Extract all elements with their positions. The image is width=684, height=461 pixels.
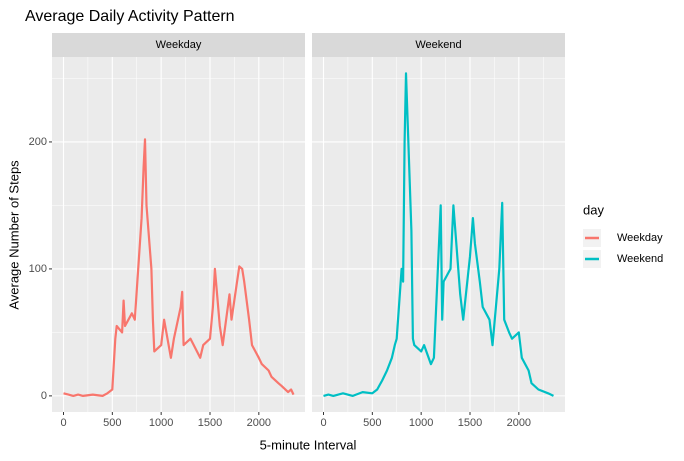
y-tick-label: 0 [41, 390, 47, 402]
x-tick-label: 1500 [198, 417, 222, 429]
data-line [63, 138, 295, 397]
x-tick-label: 500 [103, 417, 121, 429]
x-tick-label: 2000 [507, 417, 531, 429]
panel-background [52, 57, 305, 412]
strip-label: Weekend [415, 39, 461, 51]
strip [52, 33, 305, 57]
data-line [323, 72, 554, 397]
legend-label: Weekend [617, 253, 663, 265]
legend-title: day [583, 202, 604, 217]
y-tick-label: 100 [29, 263, 47, 275]
x-tick-label: 1000 [409, 417, 433, 429]
x-axis-label: 5-minute Interval [260, 437, 357, 452]
x-tick-label: 1500 [458, 417, 482, 429]
y-axis-label: Average Number of Steps [6, 160, 21, 310]
x-tick-label: 1000 [149, 417, 173, 429]
y-tick-label: 200 [29, 136, 47, 148]
x-tick-label: 2000 [247, 417, 271, 429]
strip-label: Weekday [156, 39, 202, 51]
x-tick-label: 500 [363, 417, 381, 429]
chart-title: Average Daily Activity Pattern [25, 8, 235, 25]
strip [312, 33, 565, 57]
x-tick-label: 0 [320, 417, 326, 429]
legend-label: Weekday [617, 232, 663, 244]
x-tick-label: 0 [60, 417, 66, 429]
